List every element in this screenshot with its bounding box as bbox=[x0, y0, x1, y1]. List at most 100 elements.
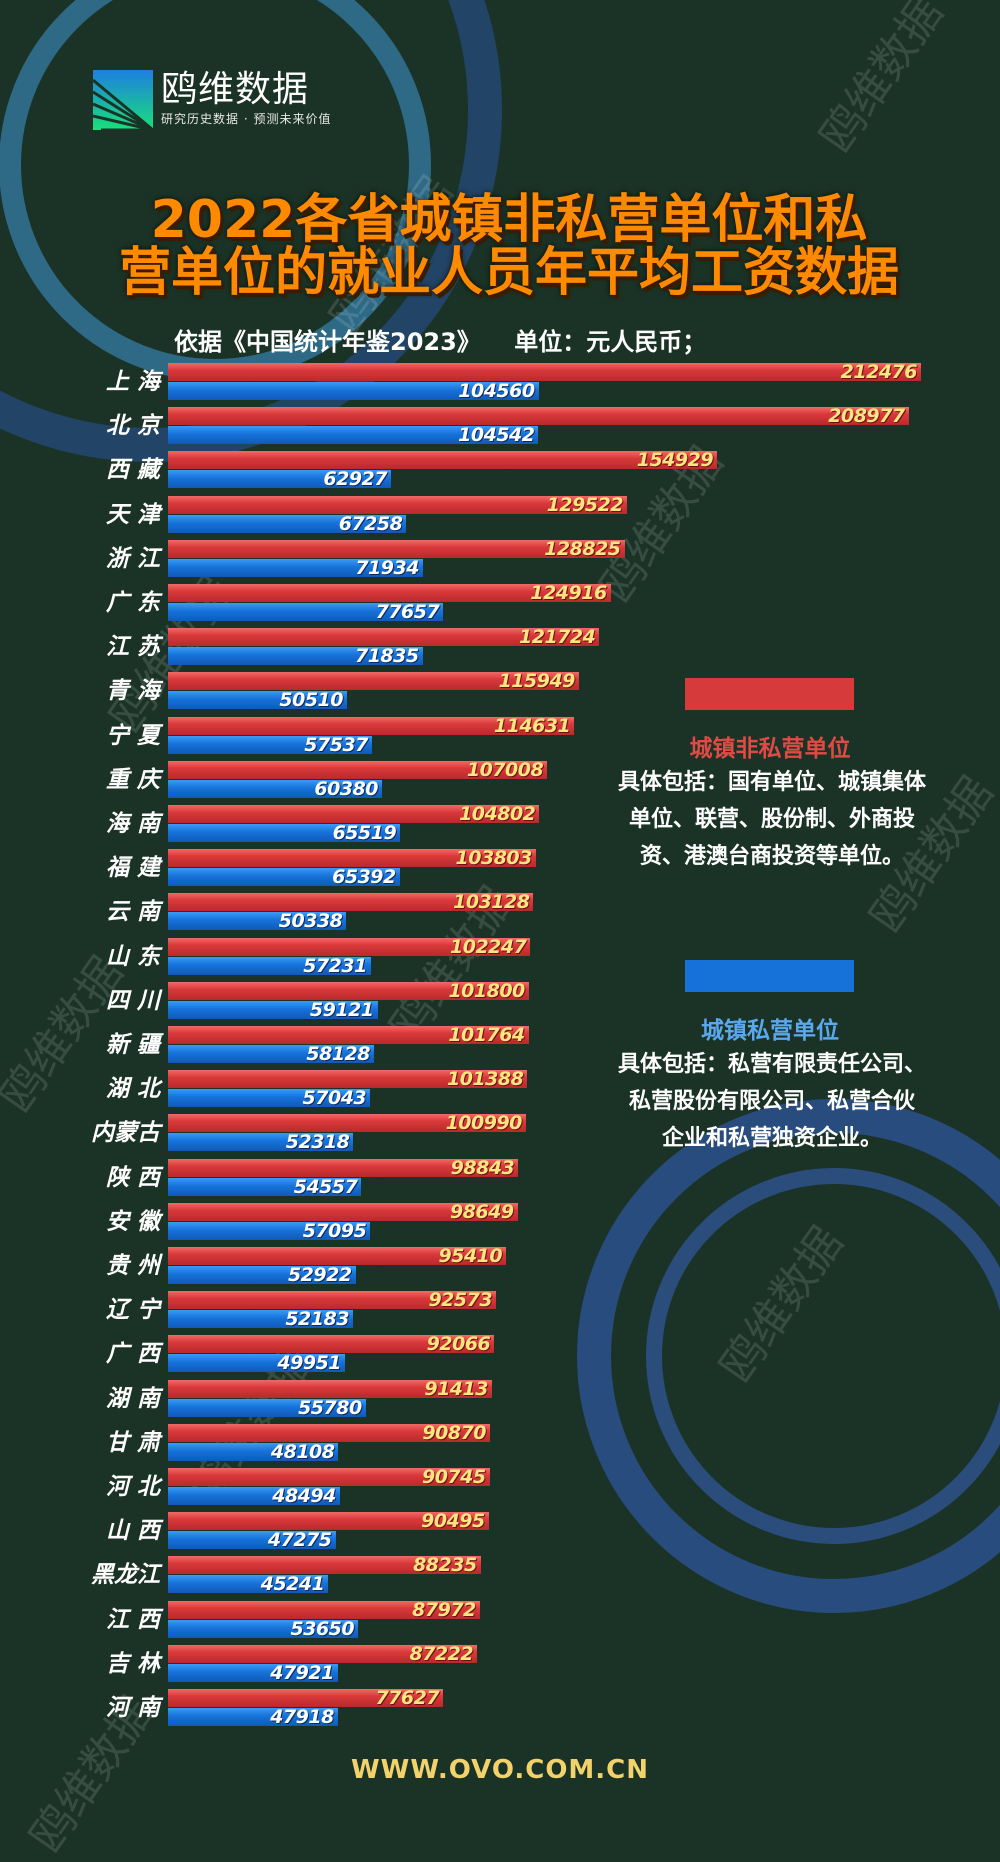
bar-private: 65519 bbox=[168, 822, 401, 844]
data-label: 57043 bbox=[302, 1087, 367, 1110]
bar-non-private: 102247 bbox=[168, 936, 531, 958]
data-label: 87972 bbox=[412, 1598, 476, 1621]
legend-desc-line: 私营股份有限公司、私营合伙 bbox=[628, 1089, 915, 1114]
category-label: 重 庆 bbox=[105, 766, 160, 793]
category-label: 宁 夏 bbox=[105, 722, 160, 749]
bar-non-private: 90745 bbox=[168, 1466, 490, 1488]
data-label: 65519 bbox=[332, 822, 397, 844]
bar-private: 47921 bbox=[168, 1662, 338, 1684]
category-label: 河 北 bbox=[105, 1474, 160, 1500]
bar-private: 62927 bbox=[168, 468, 391, 491]
category-label: 贵 州 bbox=[105, 1253, 160, 1279]
bar-non-private: 101388 bbox=[168, 1068, 528, 1091]
logo-rays-icon bbox=[93, 70, 153, 130]
data-label: 95410 bbox=[438, 1245, 503, 1267]
bar-non-private: 121724 bbox=[168, 626, 600, 649]
category-label: 江 西 bbox=[105, 1606, 160, 1633]
bar-private: 104542 bbox=[168, 424, 539, 447]
bar-non-private: 107008 bbox=[168, 758, 548, 781]
data-label: 101388 bbox=[446, 1068, 524, 1091]
bar-non-private: 101800 bbox=[168, 980, 529, 1002]
bar-private: 59121 bbox=[168, 998, 378, 1021]
bar-non-private: 104802 bbox=[168, 803, 540, 825]
bar-non-private: 208977 bbox=[168, 405, 909, 427]
bar-non-private: 92573 bbox=[168, 1289, 497, 1312]
category-label: 山 东 bbox=[105, 943, 160, 970]
data-label: 54557 bbox=[293, 1175, 358, 1198]
bar-private: 77657 bbox=[168, 601, 444, 623]
data-label: 91413 bbox=[424, 1377, 488, 1400]
bar-private: 52183 bbox=[168, 1308, 353, 1331]
legend-desc-blue: 具体包括：私营有限责任公司、 私营股份有限公司、私营合伙 企业和私营独资企业。 bbox=[572, 1046, 972, 1157]
category-label: 内蒙古 bbox=[91, 1120, 160, 1147]
data-label: 107008 bbox=[466, 758, 544, 781]
data-label: 100990 bbox=[445, 1112, 523, 1135]
data-label: 57231 bbox=[303, 954, 367, 977]
data-label: 154929 bbox=[636, 449, 714, 472]
data-label: 121724 bbox=[519, 626, 596, 649]
legend-desc-line: 具体包括：私营有限责任公司、 bbox=[617, 1052, 926, 1077]
bar-non-private: 87222 bbox=[168, 1643, 478, 1665]
ring-decoration bbox=[646, 1168, 1000, 1544]
bar-private: 60380 bbox=[168, 777, 382, 800]
legend-desc-line: 单位、联营、股份制、外商投 bbox=[628, 807, 915, 832]
data-label: 90745 bbox=[421, 1466, 486, 1488]
ring-decoration bbox=[0, 0, 431, 381]
data-label: 52183 bbox=[285, 1308, 349, 1331]
bar-private: 55780 bbox=[168, 1396, 366, 1419]
bar-non-private: 115949 bbox=[168, 670, 579, 692]
category-label: 吉 林 bbox=[105, 1650, 160, 1677]
bar-non-private: 124916 bbox=[168, 582, 611, 604]
category-label: 广 东 bbox=[105, 590, 160, 616]
bar-private: 48108 bbox=[168, 1440, 339, 1463]
bar-non-private: 103128 bbox=[168, 891, 534, 914]
data-label: 47275 bbox=[267, 1529, 332, 1552]
data-label: 104560 bbox=[458, 380, 535, 402]
bar-non-private: 154929 bbox=[168, 449, 718, 472]
data-label: 92573 bbox=[428, 1289, 493, 1312]
data-label: 53650 bbox=[290, 1617, 355, 1640]
data-label: 45241 bbox=[260, 1573, 325, 1596]
bar-non-private: 91413 bbox=[168, 1377, 492, 1400]
bar-private: 48494 bbox=[168, 1485, 340, 1507]
ring-decoration bbox=[0, 0, 502, 462]
bar-private: 49951 bbox=[168, 1352, 346, 1374]
data-label: 77657 bbox=[375, 601, 440, 623]
data-label: 47918 bbox=[270, 1706, 334, 1728]
data-label: 98843 bbox=[450, 1156, 515, 1179]
data-label: 48108 bbox=[270, 1440, 335, 1463]
bar-non-private: 88235 bbox=[168, 1554, 481, 1576]
data-label: 55780 bbox=[298, 1396, 362, 1419]
data-label: 71835 bbox=[354, 645, 419, 668]
bar-non-private: 98649 bbox=[168, 1201, 518, 1223]
data-label: 57095 bbox=[302, 1219, 367, 1242]
category-label: 陕 西 bbox=[105, 1164, 160, 1191]
data-label: 103128 bbox=[453, 891, 530, 914]
data-label: 62927 bbox=[323, 468, 387, 491]
data-label: 59121 bbox=[309, 998, 374, 1021]
bar-non-private: 95410 bbox=[168, 1245, 507, 1267]
footer-url: WWW.OVO.COM.CN bbox=[350, 1755, 650, 1785]
bar-private: 47275 bbox=[168, 1529, 336, 1552]
bar-non-private: 87972 bbox=[168, 1598, 480, 1621]
data-label: 104802 bbox=[459, 803, 536, 825]
bar-private: 52318 bbox=[168, 1131, 354, 1153]
data-label: 90870 bbox=[422, 1421, 487, 1444]
data-label: 60380 bbox=[314, 777, 378, 800]
bar-private: 53650 bbox=[168, 1617, 359, 1640]
category-label: 海 南 bbox=[105, 811, 160, 837]
data-label: 50338 bbox=[278, 910, 343, 933]
category-label: 山 西 bbox=[105, 1518, 160, 1545]
data-label: 104542 bbox=[458, 424, 535, 447]
category-label: 江 苏 bbox=[105, 634, 160, 661]
legend-swatch-red bbox=[685, 678, 854, 710]
chart-title-line1: 2022各省城镇非私营单位和私 bbox=[150, 190, 868, 250]
bar-non-private: 129522 bbox=[168, 494, 628, 516]
bar-private: 57231 bbox=[168, 954, 371, 977]
bar-private: 57043 bbox=[168, 1087, 371, 1110]
background-rings bbox=[0, 0, 1000, 1613]
chart-subtitle: 依据《中国统计年鉴2023》 单位：元人民币； bbox=[174, 328, 707, 356]
category-label: 西 藏 bbox=[105, 457, 160, 484]
data-label: 90495 bbox=[421, 1510, 485, 1533]
bar-non-private: 128825 bbox=[168, 538, 625, 560]
